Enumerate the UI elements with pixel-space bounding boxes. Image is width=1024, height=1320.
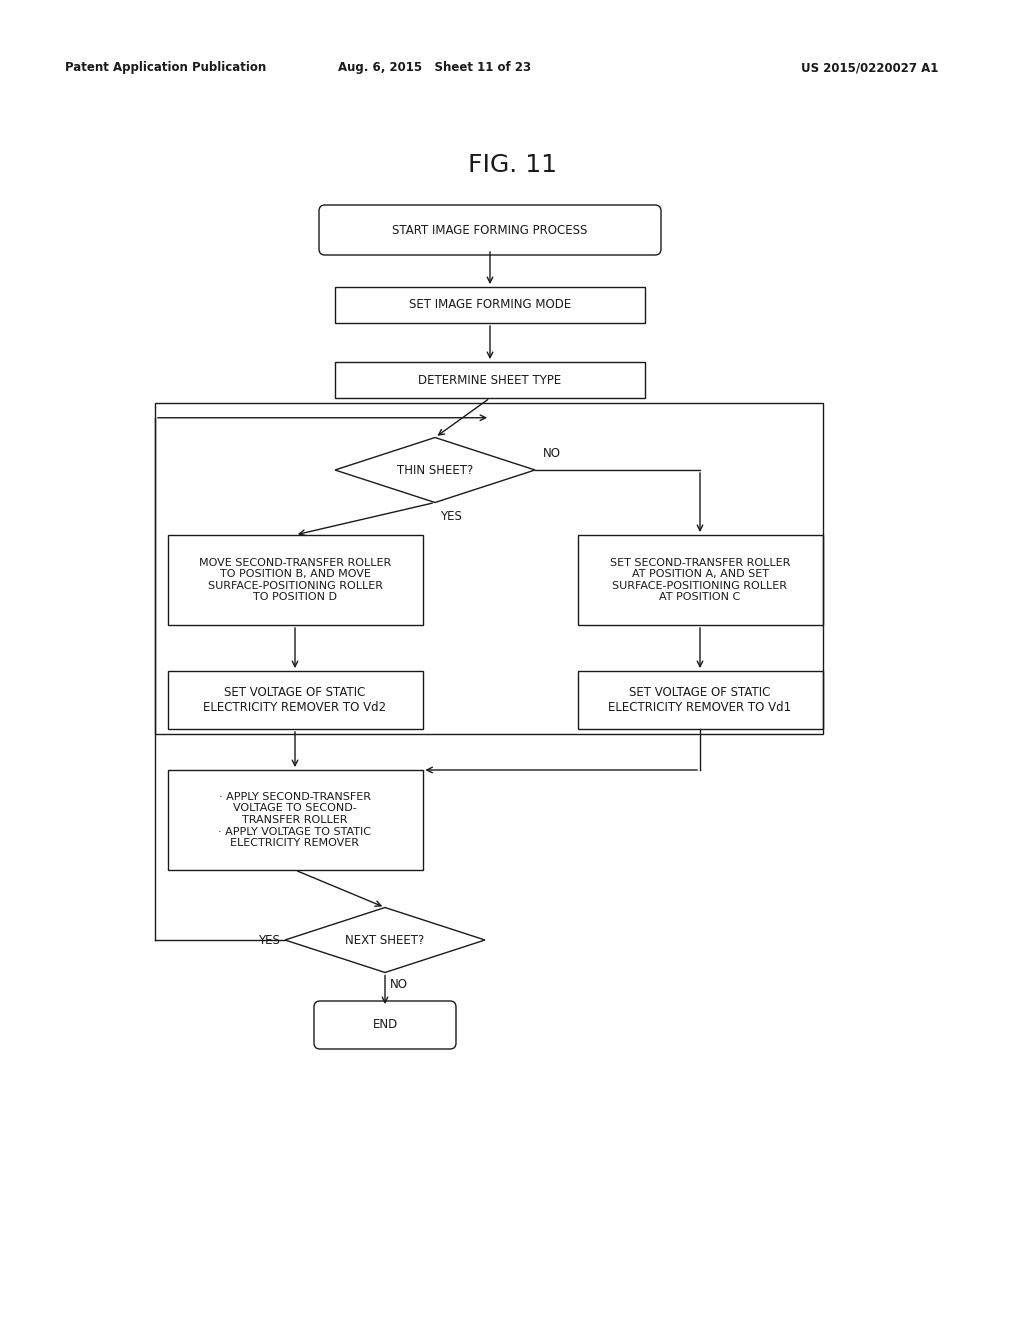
Text: SET VOLTAGE OF STATIC
ELECTRICITY REMOVER TO Vd1: SET VOLTAGE OF STATIC ELECTRICITY REMOVE… <box>608 686 792 714</box>
Text: SET VOLTAGE OF STATIC
ELECTRICITY REMOVER TO Vd2: SET VOLTAGE OF STATIC ELECTRICITY REMOVE… <box>204 686 387 714</box>
Bar <box>155 403 822 734</box>
Bar <box>335 286 645 323</box>
Text: NO: NO <box>390 978 408 991</box>
Text: US 2015/0220027 A1: US 2015/0220027 A1 <box>802 62 939 74</box>
Text: SET IMAGE FORMING MODE: SET IMAGE FORMING MODE <box>409 298 571 312</box>
Text: NEXT SHEET?: NEXT SHEET? <box>345 933 425 946</box>
FancyBboxPatch shape <box>319 205 662 255</box>
Bar <box>168 671 423 729</box>
Text: SET SECOND-TRANSFER ROLLER
AT POSITION A, AND SET
SURFACE-POSITIONING ROLLER
AT : SET SECOND-TRANSFER ROLLER AT POSITION A… <box>610 557 791 602</box>
Bar <box>168 535 423 624</box>
Text: Patent Application Publication: Patent Application Publication <box>65 62 266 74</box>
Text: YES: YES <box>440 511 462 524</box>
Text: START IMAGE FORMING PROCESS: START IMAGE FORMING PROCESS <box>392 223 588 236</box>
Text: DETERMINE SHEET TYPE: DETERMINE SHEET TYPE <box>419 374 561 387</box>
Polygon shape <box>285 908 485 973</box>
Text: FIG. 11: FIG. 11 <box>468 153 556 177</box>
Text: THIN SHEET?: THIN SHEET? <box>397 463 473 477</box>
Bar <box>168 770 423 870</box>
Text: NO: NO <box>543 447 561 459</box>
Text: · APPLY SECOND-TRANSFER
VOLTAGE TO SECOND-
TRANSFER ROLLER
· APPLY VOLTAGE TO ST: · APPLY SECOND-TRANSFER VOLTAGE TO SECON… <box>218 792 372 849</box>
Text: END: END <box>373 1019 397 1031</box>
Polygon shape <box>335 437 535 503</box>
Text: Aug. 6, 2015   Sheet 11 of 23: Aug. 6, 2015 Sheet 11 of 23 <box>339 62 531 74</box>
Bar <box>335 362 645 399</box>
FancyBboxPatch shape <box>314 1001 456 1049</box>
Text: MOVE SECOND-TRANSFER ROLLER
TO POSITION B, AND MOVE
SURFACE-POSITIONING ROLLER
T: MOVE SECOND-TRANSFER ROLLER TO POSITION … <box>199 557 391 602</box>
Text: YES: YES <box>258 933 280 946</box>
Bar <box>578 535 822 624</box>
Bar <box>578 671 822 729</box>
